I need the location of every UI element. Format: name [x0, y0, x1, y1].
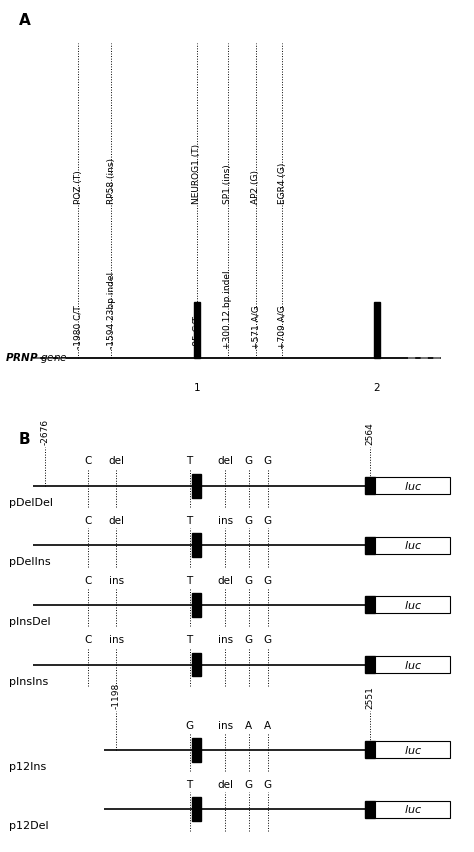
- Text: T: T: [186, 457, 193, 466]
- Bar: [365, 801, 375, 818]
- Text: del: del: [217, 780, 233, 791]
- Bar: [192, 797, 201, 821]
- Text: ins: ins: [109, 576, 124, 586]
- Text: C: C: [84, 457, 91, 466]
- Text: del: del: [217, 457, 233, 466]
- Text: T: T: [186, 576, 193, 586]
- Bar: [192, 653, 201, 676]
- Text: ins: ins: [218, 721, 233, 731]
- Text: ins: ins: [218, 636, 233, 646]
- Text: C: C: [84, 516, 91, 526]
- Text: $\bfit{PRNP}$ gene: $\bfit{PRNP}$ gene: [5, 351, 67, 365]
- Bar: [375, 596, 450, 613]
- Text: +709 A/G: +709 A/G: [278, 306, 286, 349]
- Text: -1198: -1198: [112, 683, 120, 709]
- Text: 1: 1: [193, 383, 200, 394]
- Text: POZ (T): POZ (T): [74, 170, 82, 204]
- Text: T: T: [186, 780, 193, 791]
- Text: -1980 C/T: -1980 C/T: [74, 306, 82, 349]
- Text: G: G: [264, 516, 272, 526]
- Text: G: G: [264, 457, 272, 466]
- Text: pInsDel: pInsDel: [9, 617, 51, 627]
- Text: $\it{luc}$: $\it{luc}$: [404, 599, 422, 611]
- Text: T: T: [186, 636, 193, 646]
- Bar: [365, 537, 375, 554]
- Text: del: del: [217, 576, 233, 586]
- Text: pDelIns: pDelIns: [9, 557, 51, 567]
- Bar: [375, 741, 450, 758]
- Text: -85 G/T: -85 G/T: [192, 316, 201, 349]
- Bar: [365, 596, 375, 613]
- Text: 2: 2: [374, 383, 380, 394]
- Bar: [374, 302, 380, 358]
- Bar: [192, 738, 201, 762]
- Text: +571 A/G: +571 A/G: [252, 306, 260, 349]
- Text: C: C: [84, 636, 91, 646]
- Bar: [365, 656, 375, 673]
- Text: RP58 (ins): RP58 (ins): [107, 158, 116, 204]
- Text: pInsIns: pInsIns: [9, 676, 49, 687]
- Bar: [192, 474, 201, 498]
- Text: G: G: [245, 636, 253, 646]
- Text: -1594 23bp indel: -1594 23bp indel: [107, 272, 116, 349]
- Text: G: G: [264, 636, 272, 646]
- Text: $\it{luc}$: $\it{luc}$: [404, 744, 422, 756]
- Text: $\it{luc}$: $\it{luc}$: [404, 803, 422, 815]
- Text: C: C: [84, 576, 91, 586]
- Text: ins: ins: [218, 516, 233, 526]
- Text: $\it{luc}$: $\it{luc}$: [404, 659, 422, 671]
- Text: A: A: [19, 13, 31, 28]
- Text: EGR4 (G): EGR4 (G): [278, 163, 286, 204]
- Bar: [375, 801, 450, 818]
- Text: G: G: [264, 780, 272, 791]
- Text: 2564: 2564: [365, 423, 374, 445]
- Text: p12Del: p12Del: [9, 821, 49, 832]
- Text: 2551: 2551: [365, 687, 374, 709]
- Text: p12Ins: p12Ins: [9, 762, 47, 772]
- Text: G: G: [185, 721, 194, 731]
- Text: $\it{luc}$: $\it{luc}$: [404, 480, 422, 492]
- Bar: [375, 537, 450, 554]
- Text: A: A: [264, 721, 272, 731]
- Text: NEUROG1 (T): NEUROG1 (T): [192, 144, 201, 204]
- Text: G: G: [245, 516, 253, 526]
- Text: del: del: [108, 516, 124, 526]
- Bar: [192, 533, 201, 557]
- Bar: [193, 302, 200, 358]
- Bar: [192, 593, 201, 617]
- Text: SP1 (ins): SP1 (ins): [223, 164, 232, 204]
- Text: G: G: [264, 576, 272, 586]
- Text: -2676: -2676: [41, 419, 49, 445]
- Bar: [365, 477, 375, 494]
- Bar: [375, 477, 450, 494]
- Text: G: G: [245, 576, 253, 586]
- Bar: [375, 656, 450, 673]
- Text: pDelDel: pDelDel: [9, 498, 54, 508]
- Text: AP2 (G): AP2 (G): [252, 170, 260, 204]
- Text: del: del: [108, 457, 124, 466]
- Bar: [365, 741, 375, 758]
- Text: ins: ins: [109, 636, 124, 646]
- Text: T: T: [186, 516, 193, 526]
- Text: G: G: [245, 457, 253, 466]
- Text: $\it{luc}$: $\it{luc}$: [404, 539, 422, 551]
- Text: +300 12 bp indel: +300 12 bp indel: [223, 271, 232, 349]
- Text: B: B: [19, 432, 31, 447]
- Text: G: G: [245, 780, 253, 791]
- Text: A: A: [245, 721, 253, 731]
